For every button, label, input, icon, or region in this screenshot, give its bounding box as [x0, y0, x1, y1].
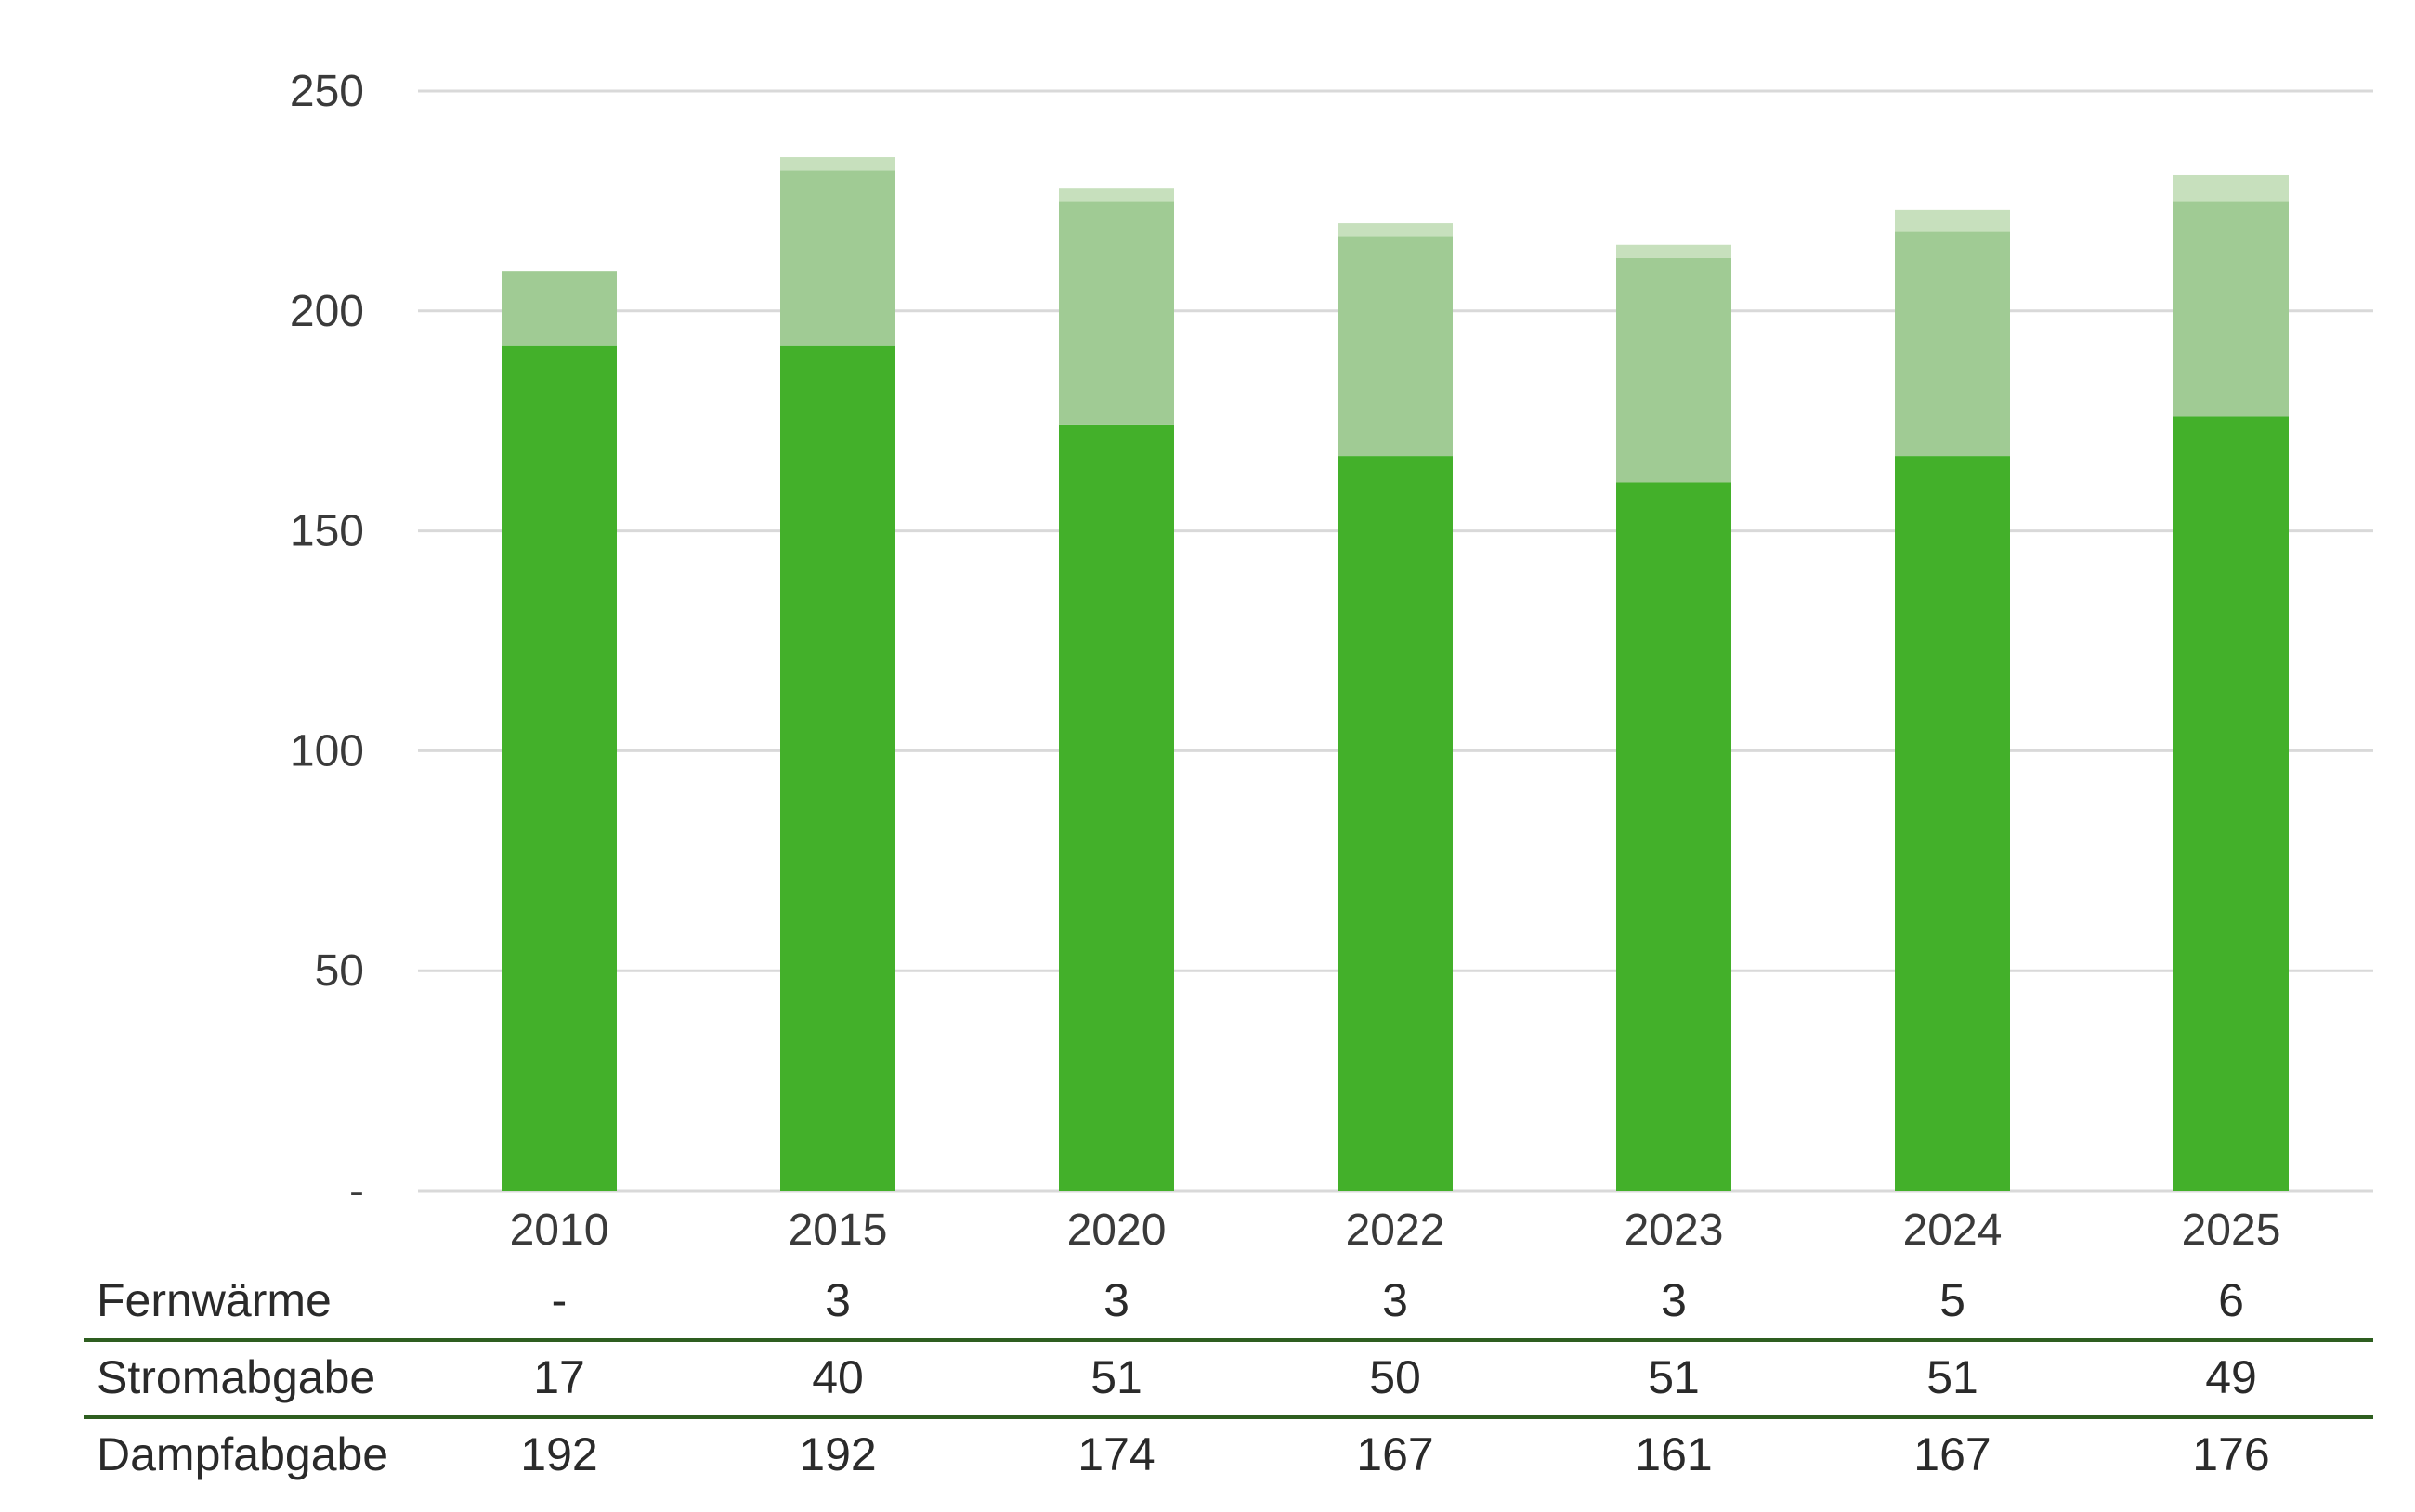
table-cell: 161	[1635, 1428, 1712, 1480]
bar-dampfabgabe-2015	[780, 345, 895, 1191]
table-cell: 51	[1090, 1351, 1142, 1403]
x-tick-label-2023: 2023	[1625, 1206, 1724, 1255]
y-tick-label: 100	[290, 726, 364, 776]
table-cell: 17	[533, 1351, 585, 1403]
bar-dampfabgabe-2024	[1895, 456, 2010, 1191]
bar-fernw-rme-2024	[1895, 209, 2010, 232]
y-axis-ticks: - 50 100 150 200 250	[290, 67, 364, 1216]
y-tick-label: 150	[290, 507, 364, 556]
bar-fernw-rme-2025	[2174, 174, 2289, 202]
bar-stromabgabe-2024	[1895, 231, 2010, 457]
table-cell: -	[552, 1274, 568, 1326]
bars	[502, 157, 2289, 1191]
x-axis-ticks: 2010 2015 2020 2022 2023 2024 2025	[510, 1206, 2281, 1255]
table-cell: 3	[1661, 1274, 1687, 1326]
table-cell: 192	[520, 1428, 597, 1480]
bar-fernw-rme-2020	[1059, 188, 1174, 202]
bar-stromabgabe-2023	[1616, 257, 1731, 483]
bar-dampfabgabe-2023	[1616, 482, 1731, 1191]
y-tick-label: 250	[290, 67, 364, 116]
table-cell: 192	[799, 1428, 876, 1480]
table-cell: 50	[1369, 1351, 1421, 1403]
table-cell: 5	[1939, 1274, 1965, 1326]
x-tick-label-2022: 2022	[1346, 1206, 1445, 1255]
bar-dampfabgabe-2020	[1059, 424, 1174, 1191]
table-cell: 49	[2205, 1351, 2257, 1403]
table-cell: 40	[812, 1351, 864, 1403]
bar-stromabgabe-2015	[780, 170, 895, 346]
table-cell: 167	[1356, 1428, 1433, 1480]
table-row-label: Fernwärme	[97, 1274, 332, 1326]
table-row-label: Stromabgabe	[97, 1351, 375, 1403]
x-tick-label-2020: 2020	[1067, 1206, 1167, 1255]
bar-dampfabgabe-2025	[2174, 416, 2289, 1191]
bar-stromabgabe-2025	[2174, 201, 2289, 417]
x-tick-label-2025: 2025	[2182, 1206, 2281, 1255]
table-cell: 51	[1648, 1351, 1700, 1403]
table-cell: 3	[825, 1274, 851, 1326]
table-cell: 3	[1103, 1274, 1129, 1326]
table-row-label: Dampfabgabe	[97, 1428, 388, 1480]
bar-fernw-rme-2015	[780, 157, 895, 171]
y-tick-label: 50	[315, 946, 364, 996]
table-cell: 3	[1382, 1274, 1408, 1326]
y-tick-label: 200	[290, 287, 364, 336]
y-tick-label: -	[349, 1167, 364, 1216]
x-tick-label-2015: 2015	[789, 1206, 888, 1255]
table-cell: 174	[1077, 1428, 1155, 1480]
bar-stromabgabe-2022	[1338, 236, 1453, 457]
bar-stromabgabe-2010	[502, 271, 617, 346]
table-cell: 6	[2218, 1274, 2244, 1326]
table-cell: 176	[2192, 1428, 2269, 1480]
data-table: Fernwärme - 3 3 3 3 5 6 Stromabgabe 17 40 51 50 51 51 4…	[84, 1274, 2373, 1480]
bar-dampfabgabe-2010	[502, 345, 617, 1191]
bar-fernw-rme-2022	[1338, 223, 1453, 237]
table-cell: 167	[1913, 1428, 1991, 1480]
bar-dampfabgabe-2022	[1338, 456, 1453, 1191]
bar-fernw-rme-2023	[1616, 244, 1731, 258]
table-cell: 51	[1926, 1351, 1978, 1403]
x-tick-label-2024: 2024	[1903, 1206, 2003, 1255]
x-tick-label-2010: 2010	[510, 1206, 609, 1255]
bar-stromabgabe-2020	[1059, 201, 1174, 425]
